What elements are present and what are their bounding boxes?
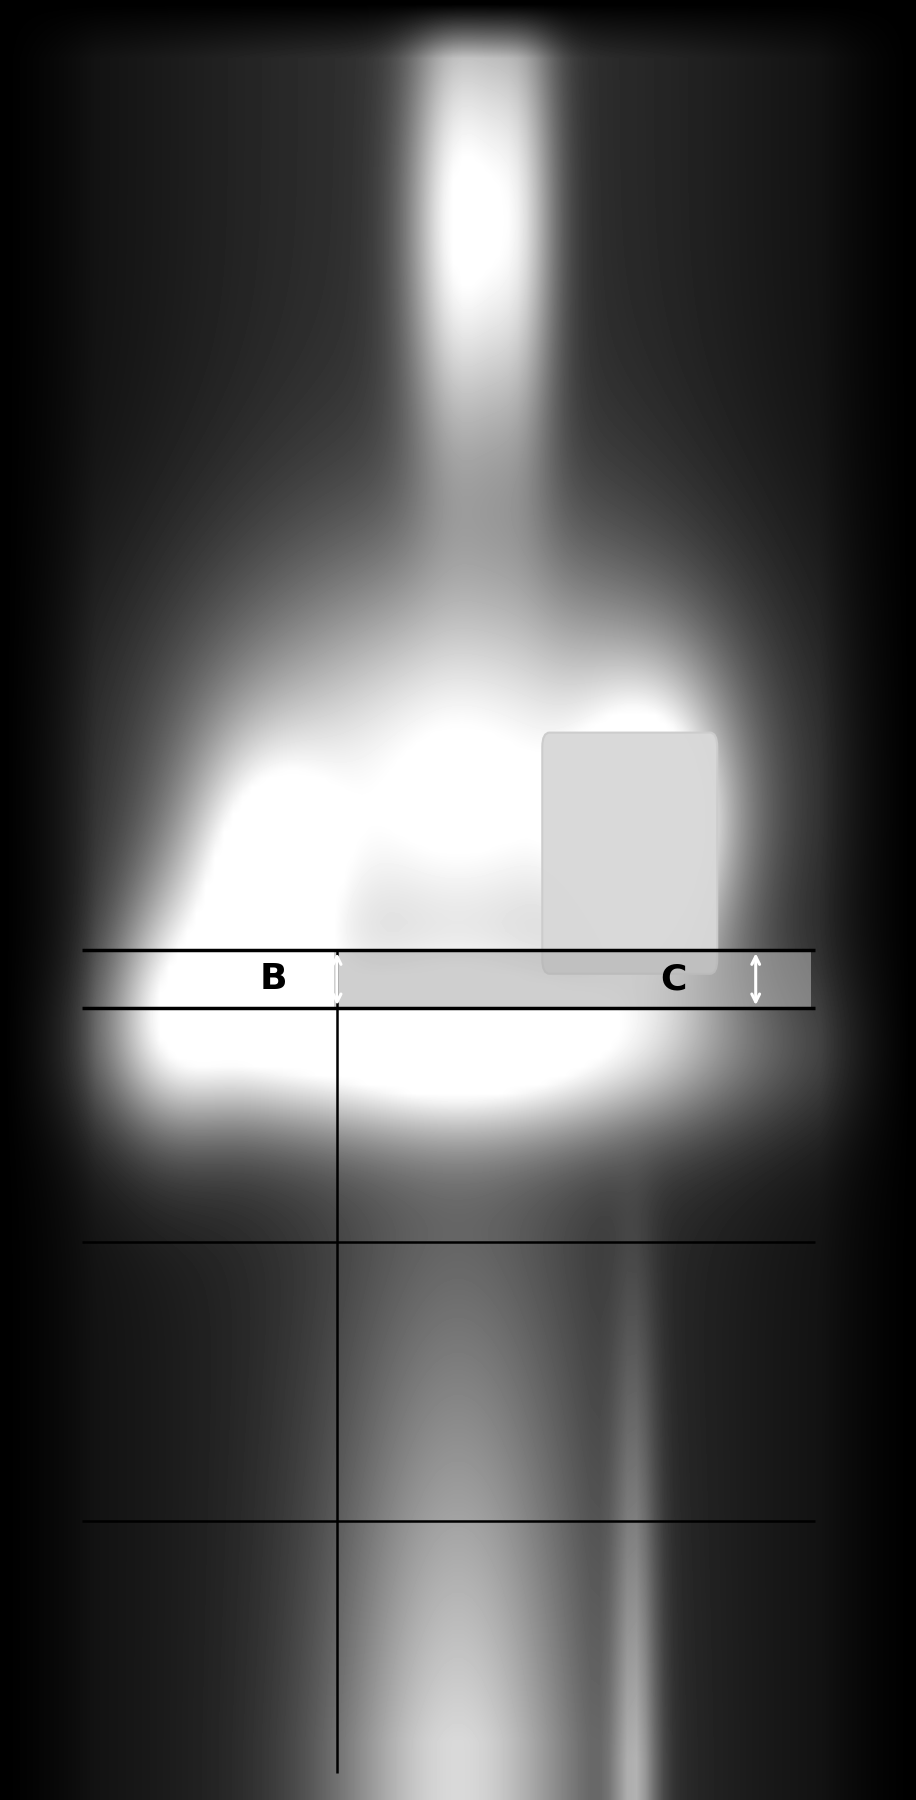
Text: C: C xyxy=(660,963,686,995)
FancyBboxPatch shape xyxy=(542,733,717,974)
Text: B: B xyxy=(259,963,287,995)
Bar xyxy=(334,950,811,1008)
